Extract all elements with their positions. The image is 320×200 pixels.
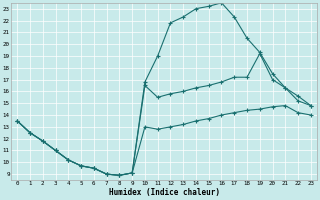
X-axis label: Humidex (Indice chaleur): Humidex (Indice chaleur) [108,188,220,197]
